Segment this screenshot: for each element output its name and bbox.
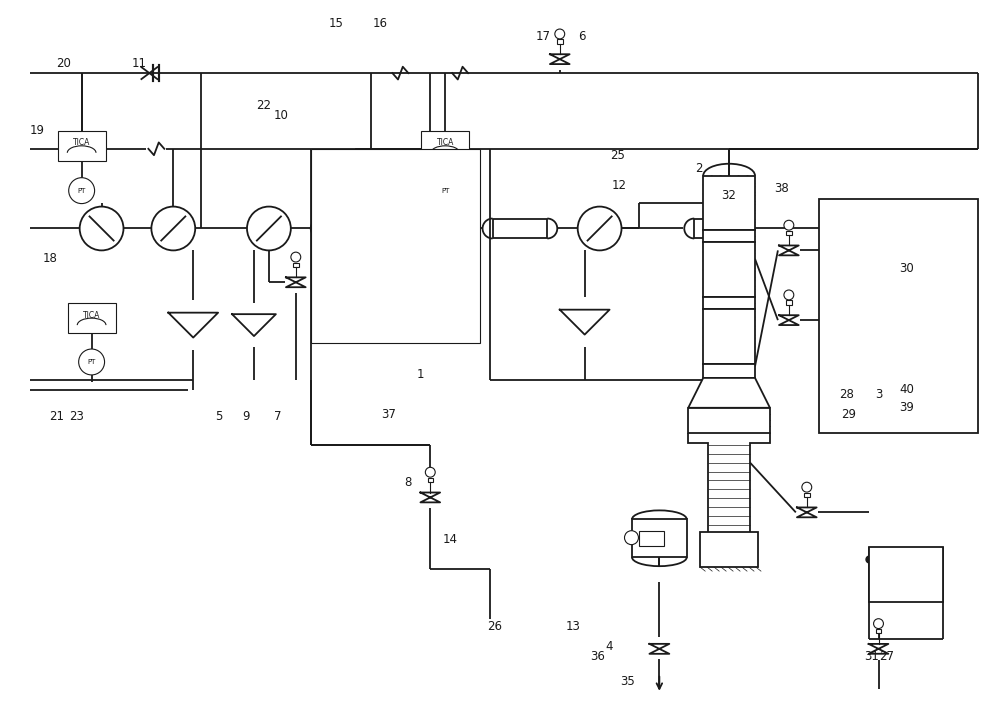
Text: 7: 7	[274, 410, 282, 423]
Bar	[639, 531, 664, 546]
Text: 32: 32	[722, 189, 737, 202]
Circle shape	[79, 349, 105, 375]
Text: PT: PT	[441, 187, 449, 194]
Text: 9: 9	[242, 410, 250, 423]
Bar	[703, 176, 755, 230]
Bar	[703, 243, 755, 297]
Circle shape	[69, 177, 95, 204]
Text: 17: 17	[535, 30, 550, 42]
Circle shape	[802, 482, 812, 492]
Circle shape	[151, 206, 195, 250]
Text: 16: 16	[373, 17, 388, 30]
Text: 10: 10	[273, 110, 288, 122]
Bar	[58, 131, 106, 160]
Circle shape	[432, 177, 458, 204]
Circle shape	[578, 206, 622, 250]
Text: 37: 37	[381, 408, 396, 421]
Text: TICA: TICA	[73, 139, 90, 147]
Text: 11: 11	[132, 57, 147, 70]
Bar	[703, 230, 755, 243]
Text: 5: 5	[215, 410, 223, 423]
Text: 26: 26	[488, 621, 503, 633]
Bar	[703, 297, 755, 309]
Bar	[804, 493, 810, 497]
Text: 25: 25	[610, 149, 625, 163]
Text: 35: 35	[620, 675, 635, 688]
Text: 19: 19	[29, 124, 44, 137]
Circle shape	[291, 252, 301, 262]
Bar	[700, 532, 758, 567]
Bar	[321, 218, 371, 238]
Text: TICA: TICA	[83, 310, 100, 320]
Circle shape	[247, 206, 291, 250]
Circle shape	[425, 467, 435, 477]
Bar	[819, 199, 978, 433]
Text: 15: 15	[328, 17, 343, 30]
Bar	[428, 478, 433, 482]
Bar	[293, 262, 299, 267]
Text: 20: 20	[56, 57, 71, 70]
Bar	[356, 148, 445, 179]
Bar	[68, 303, 116, 333]
Circle shape	[784, 290, 794, 300]
Text: 3: 3	[875, 388, 882, 402]
Bar	[786, 300, 792, 305]
Text: 40: 40	[899, 383, 914, 397]
Circle shape	[625, 531, 638, 544]
Text: 39: 39	[899, 402, 914, 414]
Circle shape	[874, 619, 883, 629]
Text: 2: 2	[695, 162, 703, 175]
Text: 28: 28	[839, 388, 854, 402]
Text: 22: 22	[256, 100, 271, 112]
Text: 36: 36	[590, 650, 605, 663]
Text: 14: 14	[443, 533, 458, 546]
Polygon shape	[688, 378, 770, 408]
Text: 27: 27	[879, 650, 894, 663]
Bar	[703, 364, 755, 378]
Text: 18: 18	[42, 252, 57, 265]
Bar	[421, 131, 469, 160]
Text: TICA: TICA	[437, 139, 454, 147]
Circle shape	[555, 29, 565, 39]
Text: 23: 23	[69, 410, 84, 423]
Text: 21: 21	[49, 410, 64, 423]
Bar	[557, 40, 563, 44]
Bar	[786, 230, 792, 235]
Bar	[311, 148, 480, 343]
Text: 13: 13	[565, 621, 580, 633]
Text: 4: 4	[606, 641, 613, 653]
Circle shape	[80, 206, 123, 250]
Text: 1: 1	[417, 368, 424, 381]
Bar	[876, 629, 881, 633]
Circle shape	[784, 221, 794, 230]
Bar	[869, 547, 943, 602]
Text: PT: PT	[87, 359, 96, 365]
Bar	[703, 309, 755, 364]
Text: 8: 8	[405, 476, 412, 489]
Text: 30: 30	[899, 262, 914, 275]
Text: 29: 29	[841, 408, 856, 421]
Text: 38: 38	[775, 182, 789, 195]
Text: 12: 12	[612, 179, 627, 192]
Text: PT: PT	[77, 187, 86, 194]
Bar	[493, 218, 547, 238]
Text: 6: 6	[578, 30, 585, 42]
Bar	[694, 218, 744, 238]
Text: 31: 31	[864, 650, 879, 663]
Bar	[632, 520, 687, 557]
Bar	[688, 408, 770, 433]
